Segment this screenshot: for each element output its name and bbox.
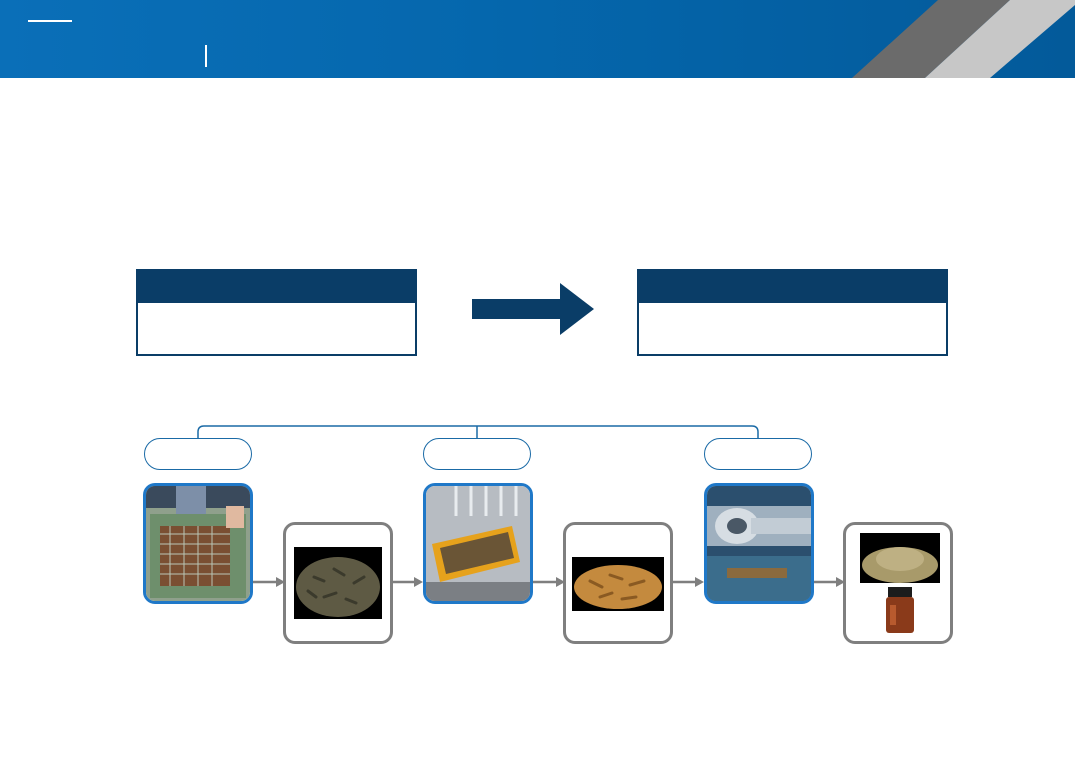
- screw-press-machine-photo: [704, 483, 814, 604]
- left-box-heading: [138, 271, 415, 303]
- sieving-larvae-photo: [143, 483, 253, 604]
- step-label-3: [704, 438, 812, 470]
- right-arrow-icon: [472, 283, 594, 335]
- step-label-1: [144, 438, 252, 470]
- dried-larvae-pile-image: [572, 557, 664, 611]
- insect-meal-powder-image: [860, 533, 940, 583]
- product-box-2: [563, 522, 673, 644]
- bracket-line: [197, 425, 759, 438]
- product-box-3: [843, 522, 953, 644]
- right-box-heading: [639, 271, 946, 303]
- right-info-box: [637, 269, 948, 356]
- product-box-1: [283, 522, 393, 644]
- step-label-2: [423, 438, 531, 470]
- live-larvae-pile-image: [294, 547, 382, 619]
- insect-oil-jar-image: [884, 587, 916, 635]
- header-accent-line: [28, 20, 72, 22]
- left-info-box: [136, 269, 417, 356]
- slash-dark-shape: [852, 0, 1010, 78]
- header-decoration: [852, 0, 1075, 78]
- header-divider: [205, 45, 207, 67]
- slash-light-shape: [925, 0, 1075, 78]
- tray-of-larvae-photo: [423, 483, 533, 604]
